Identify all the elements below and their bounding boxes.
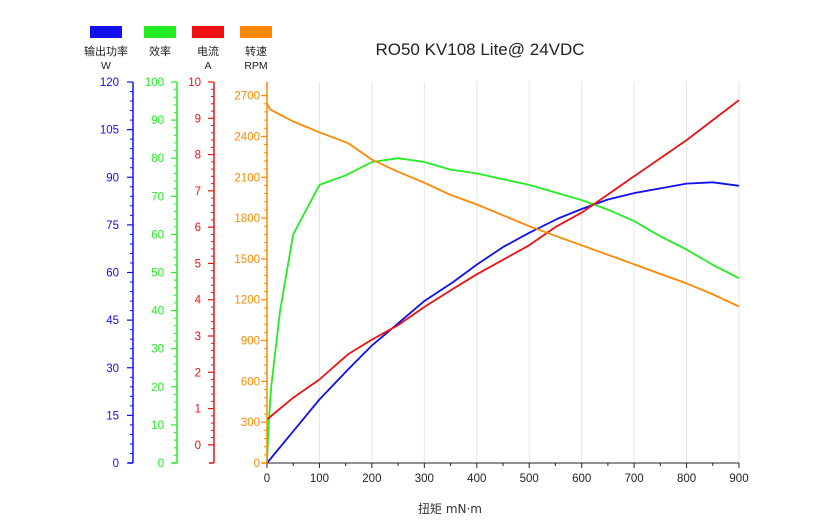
current-tick-label: 8 <box>195 150 201 162</box>
power-legend-name: 输出功率 <box>84 44 128 58</box>
current-tick-label: 7 <box>195 186 201 198</box>
power-tick-label: 15 <box>106 410 119 422</box>
power-legend-unit: W <box>101 60 111 72</box>
speed-tick-label: 1500 <box>234 254 260 266</box>
current-legend-swatch <box>192 26 224 38</box>
speed-tick-label: 1800 <box>234 213 260 225</box>
speed-tick-label: 0 <box>254 458 260 470</box>
efficiency-series-line <box>266 157 740 464</box>
efficiency-tick-label: 70 <box>151 191 164 203</box>
speed-legend-name: 转速 <box>245 44 267 58</box>
x-tick-label: 900 <box>729 473 748 485</box>
x-tick-label: 800 <box>677 473 696 485</box>
current-tick-label: 4 <box>195 295 202 307</box>
power-tick-label: 0 <box>113 458 119 470</box>
efficiency-legend-name: 效率 <box>149 44 171 58</box>
efficiency-tick-label: 80 <box>151 153 164 165</box>
x-tick-label: 700 <box>625 473 644 485</box>
x-tick-label: 100 <box>310 473 329 485</box>
speed-legend-unit: RPM <box>244 60 267 72</box>
current-tick-label: 9 <box>195 113 201 125</box>
current-tick-label: 10 <box>188 77 201 89</box>
efficiency-tick-label: 60 <box>151 229 164 241</box>
speed-tick-label: 900 <box>241 336 260 348</box>
efficiency-tick-label: 40 <box>151 306 164 318</box>
x-tick-label: 300 <box>415 473 434 485</box>
current-tick-label: 5 <box>195 258 201 270</box>
power-tick-label: 90 <box>106 172 119 184</box>
current-tick-label: 1 <box>195 404 201 416</box>
speed-tick-label: 600 <box>241 376 260 388</box>
current-legend-name: 电流 <box>197 44 219 58</box>
efficiency-tick-label: 30 <box>151 344 164 356</box>
speed-series-line <box>266 103 740 308</box>
speed-tick-label: 2700 <box>234 91 260 103</box>
efficiency-tick-label: 90 <box>151 115 164 127</box>
current-tick-label: 2 <box>195 367 201 379</box>
speed-legend-swatch <box>240 26 272 38</box>
x-tick-label: 400 <box>467 473 486 485</box>
x-tick-label: 200 <box>362 473 381 485</box>
power-tick-label: 120 <box>100 77 119 89</box>
power-tick-label: 60 <box>106 268 119 280</box>
speed-tick-label: 2400 <box>234 131 260 143</box>
x-tick-label: 600 <box>572 473 591 485</box>
power-tick-label: 45 <box>106 315 119 327</box>
speed-tick-label: 2100 <box>234 172 260 184</box>
grid <box>318 82 740 463</box>
series-group <box>266 99 740 464</box>
efficiency-tick-label: 0 <box>158 458 164 470</box>
efficiency-tick-label: 50 <box>151 268 164 280</box>
current-tick-label: 0 <box>195 440 201 452</box>
speed-tick-label: 300 <box>241 417 260 429</box>
current-legend-unit: A <box>204 60 211 72</box>
power-tick-label: 30 <box>106 363 119 375</box>
current-series-line <box>266 99 740 421</box>
power-legend-swatch <box>90 26 122 38</box>
chart-title: RO50 KV108 Lite@ 24VDC <box>375 40 584 59</box>
current-tick-label: 3 <box>195 331 201 343</box>
power-series-line <box>266 181 740 464</box>
power-tick-label: 75 <box>106 220 119 232</box>
efficiency-tick-label: 100 <box>145 77 164 89</box>
efficiency-legend-swatch <box>144 26 176 38</box>
x-tick-label: 0 <box>264 473 270 485</box>
power-tick-label: 105 <box>100 125 119 137</box>
axes: 0 100 200 300 400 500 600 700 800 900015304560759… <box>100 77 749 485</box>
x-axis-label: 扭矩 mN·m <box>418 502 482 516</box>
legend: 输出功率 W 效率 电流 A 转速 RPM <box>84 26 272 72</box>
efficiency-tick-label: 20 <box>151 382 164 394</box>
current-tick-label: 6 <box>195 222 201 234</box>
efficiency-tick-label: 10 <box>151 420 164 432</box>
speed-tick-label: 1200 <box>234 295 260 307</box>
x-tick-label: 500 <box>520 473 539 485</box>
